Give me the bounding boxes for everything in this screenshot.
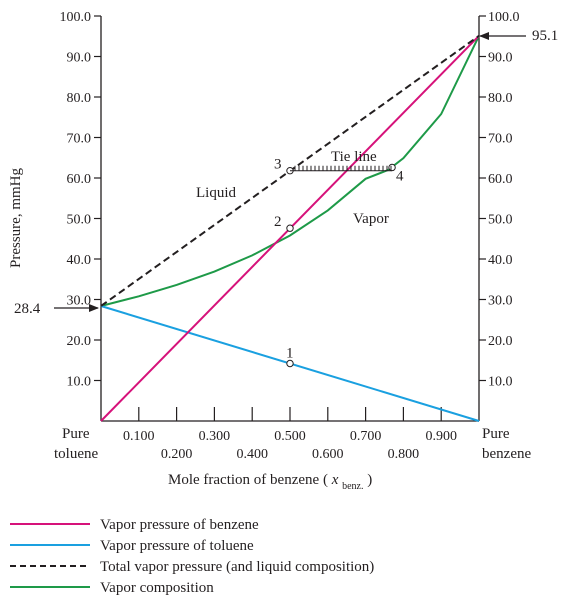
y-tick-label-right: 90.0 [488,51,513,66]
left-value-label: 28.4 [14,301,41,317]
vapor-label: Vapor [353,211,389,227]
y-tick-label-left: 10.0 [67,375,92,390]
x-tick-label: 0.700 [350,429,382,444]
x-tick-label: 0.500 [274,429,306,444]
pure-benzene-bottom: benzene [482,446,531,462]
pure-toluene-top: Pure [62,426,90,442]
y-tick-label-left: 90.0 [67,51,92,66]
x-axis-label-paren-open: ( [323,472,328,488]
y-tick-label-left: 60.0 [67,172,92,187]
pure-toluene-bottom: toluene [54,446,98,462]
y-tick-label-right: 70.0 [488,132,513,147]
points-layer: 1 2 3 4 [274,157,404,368]
legend: Vapor pressure of benzene Vapor pressure… [10,517,374,596]
x-tick-label: 0.200 [161,447,193,462]
liquid-label: Liquid [196,185,236,201]
legend-label-total: Total vapor pressure (and liquid composi… [100,559,374,575]
y-tick-label-right: 10.0 [488,375,513,390]
tie-line-label: Tie line [331,149,377,165]
y-tick-label-right: 60.0 [488,172,513,187]
x-tick-label: 0.900 [425,429,457,444]
y-tick-label-right: 100.0 [488,10,520,25]
point-4-label: 4 [396,168,404,184]
x-tick-label: 0.100 [123,429,155,444]
x-axis-label: Mole fraction of benzene ( x benz. ) [168,472,372,493]
y-tick-label-left: 30.0 [67,294,92,309]
tie-line [290,165,393,172]
point-2-label: 2 [274,214,282,230]
y-tick-label-left: 80.0 [67,91,92,106]
x-tick-label: 0.400 [236,447,268,462]
y-tick-label-left: 40.0 [67,253,92,268]
x-axis-label-sub: benz. [342,481,363,492]
y-tick-label-left: 70.0 [67,132,92,147]
x-axis-label-paren-close: ) [367,472,372,488]
y-axis-label: Pressure, mmHg [8,168,24,268]
legend-label-toluene: Vapor pressure of toluene [100,538,254,554]
pure-benzene-top: Pure [482,426,510,442]
point-1-marker [286,359,294,368]
point-1-label: 1 [286,345,294,361]
x-tick-label: 0.800 [388,447,420,462]
point-2-marker [286,224,294,232]
legend-label-vapor: Vapor composition [100,580,214,596]
y-tick-label-right: 80.0 [488,91,513,106]
x-axis-label-var: x [331,472,339,488]
point-3-label: 3 [274,157,282,173]
x-tick-label: 0.300 [199,429,231,444]
point-4-marker [388,163,396,172]
y-tick-label-right: 50.0 [488,213,513,228]
x-axis-label-text: Mole fraction of benzene [168,472,320,488]
x-tick-label: 0.600 [312,447,344,462]
y-tick-label-right: 20.0 [488,334,513,349]
y-tick-label-left: 20.0 [67,334,92,349]
y-tick-label-right: 30.0 [488,294,513,309]
series-line-4 [100,35,480,307]
ticks: 10.0 10.0 20.0 20.0 30.0 30.0 40.0 40.0 50.0 50.0… [60,10,520,462]
y-tick-label-left: 100.0 [60,10,92,25]
right-value-label: 95.1 [532,28,558,44]
legend-label-benzene: Vapor pressure of benzene [100,517,259,533]
y-tick-label-left: 50.0 [67,213,92,228]
y-tick-label-right: 40.0 [488,253,513,268]
